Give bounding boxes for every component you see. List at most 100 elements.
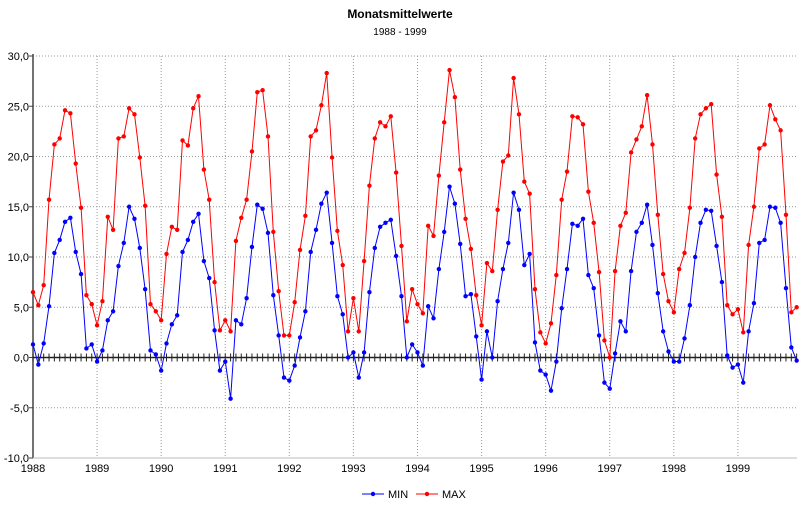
data-point-max [30,289,36,295]
data-point-max [773,117,778,122]
data-point-min [714,243,719,249]
data-point-min [447,184,452,189]
data-point-min [287,378,292,383]
data-point-min [356,375,361,380]
data-point-min [623,329,628,334]
data-point-max [281,333,287,338]
data-point-min [84,346,89,351]
data-point-min [404,355,410,360]
data-point-min [751,301,757,306]
data-point-max [297,247,303,253]
data-point-max [393,170,399,175]
data-point-min [281,375,287,380]
data-point-min [276,333,281,338]
data-point-min [415,350,420,355]
data-point-min [495,299,500,304]
data-point-min [682,336,687,341]
data-point-min [174,313,180,318]
data-point-max [655,212,661,217]
x-tick-label: 1991 [213,463,237,475]
data-point-min [730,365,735,370]
data-point-max [36,303,41,308]
data-point-min [313,227,319,233]
data-point-max [68,111,73,116]
data-point-min [692,254,698,260]
axes: -10,0 -5,0 0,0 5,0 10,0 15,0 20,0 25,0 30,0 1988 1… [4,51,798,475]
data-point-max [89,302,94,307]
data-point-max [516,112,522,117]
data-point-min [260,206,265,211]
data-point-max [180,138,185,143]
data-point-max [335,228,340,234]
data-point-max [94,323,100,328]
data-point-min [46,304,52,309]
data-point-min [719,279,725,285]
data-point-max [78,205,84,210]
data-point-min [30,342,36,347]
data-point-max [564,169,570,174]
data-point-max [308,134,313,139]
data-point-min [639,220,644,226]
data-point-max [57,136,62,141]
data-point-min [335,293,340,299]
data-point-min [196,211,201,216]
data-point-min [586,272,591,278]
data-point-max [313,128,319,133]
data-point-min [393,253,399,259]
data-point-max [495,207,500,212]
data-point-min [522,262,527,268]
data-point-min [463,293,468,299]
x-tick-label: 1996 [533,463,557,475]
data-point-max [62,108,68,113]
data-point-max [500,159,506,164]
data-point-min [340,312,345,317]
data-point-max [618,223,623,229]
data-point-min [142,286,148,292]
x-tick-label: 1998 [662,463,686,475]
data-point-min [452,201,458,206]
data-point-max [212,279,217,285]
data-point-min [527,251,532,257]
data-point-min [479,377,484,382]
data-point-max [634,137,639,142]
data-point-max [228,329,233,334]
data-point-max [559,197,564,202]
data-point-min [105,318,110,323]
data-point-min [500,266,506,272]
series-line-min [32,186,798,399]
x-tick-label: 1999 [726,463,750,475]
data-point-min [100,348,105,353]
data-point-max [703,106,709,111]
data-point-max [751,204,757,209]
y-tick-label: -10,0 [4,453,29,465]
y-tick-label: 20,0 [8,152,29,164]
data-point-max [409,286,415,292]
data-point-min [239,322,244,327]
data-point-max [484,260,490,266]
data-point-max [719,214,725,219]
data-point-min [94,359,100,364]
y-tick-label: -5,0 [10,403,29,415]
data-point-min [676,359,682,364]
data-point-min [73,249,78,255]
data-point-max [767,103,773,108]
data-point-min [735,362,741,367]
data-point-min [244,296,249,301]
data-point-min [602,380,607,385]
data-point-max [207,197,212,202]
data-point-min [559,306,564,311]
data-point-max [100,299,105,304]
chart-subtitle: 1988 - 1999 [373,27,427,38]
chart-title: Monatsmittelwerte [347,7,453,21]
data-point-min [228,396,233,401]
data-point-max [46,197,52,202]
data-point-min [169,322,175,327]
data-point-min [324,190,329,195]
data-point-max [506,153,511,158]
data-point-min [511,190,516,195]
data-point-max [153,309,159,314]
data-point-max [612,268,618,274]
data-point-min [409,342,415,347]
data-point-max [778,128,783,133]
data-point-max [356,329,361,334]
